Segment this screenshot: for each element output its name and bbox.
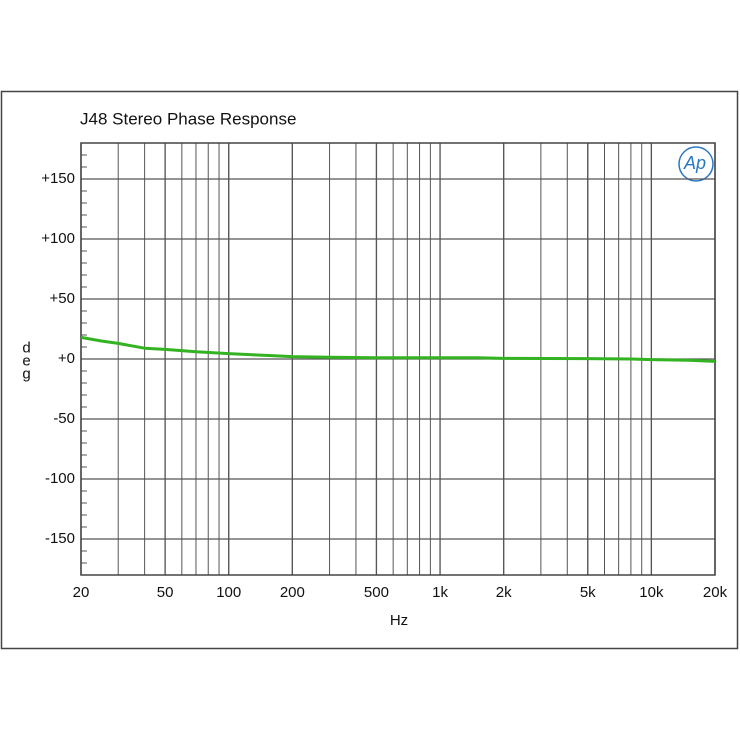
x-tick-label: 50	[157, 584, 174, 601]
x-tick-label: 200	[280, 584, 305, 601]
y-tick-label: -150	[45, 530, 75, 547]
x-tick-label: 20	[73, 584, 90, 601]
y-tick-label: +100	[41, 230, 75, 247]
y-tick-label: +50	[50, 290, 75, 307]
x-tick-label: 100	[216, 584, 241, 601]
x-axis-label: Hz	[390, 612, 408, 629]
chart-title: J48 Stereo Phase Response	[80, 109, 296, 128]
x-tick-label: 5k	[580, 584, 596, 601]
logo-ring	[678, 146, 714, 182]
x-tick-label: 500	[364, 584, 389, 601]
x-tick-label: 1k	[432, 584, 448, 601]
phase-line	[80, 335, 716, 363]
y-tick-label: -100	[45, 470, 75, 487]
x-tick-label: 2k	[496, 584, 512, 601]
y-tick-label: +0	[58, 350, 75, 367]
plot-border	[80, 142, 716, 576]
logo: Ap	[683, 153, 706, 173]
x-tick-label: 20k	[703, 584, 728, 601]
y-axis-label: deg	[18, 340, 35, 382]
x-tick-label: 10k	[639, 584, 664, 601]
frame	[0, 90, 739, 650]
y-tick-label: +150	[41, 170, 75, 187]
y-tick-label: -50	[53, 410, 75, 427]
